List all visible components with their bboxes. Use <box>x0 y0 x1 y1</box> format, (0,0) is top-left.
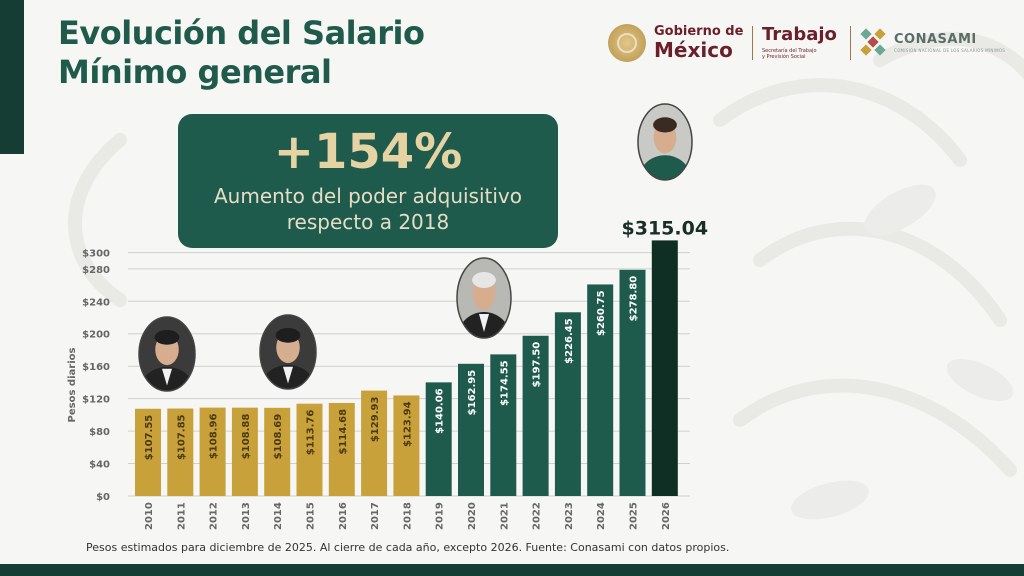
bar-value-label: $260.75 <box>596 290 607 336</box>
bar-2024 <box>587 284 614 496</box>
bar-value-label: $113.76 <box>306 410 317 456</box>
trabajo-logo-title: Trabajo <box>762 24 837 45</box>
trabajo-logo: Trabajo Secretaría del Trabajo y Previsi… <box>762 20 852 66</box>
bar-value-label: $278.80 <box>629 276 640 322</box>
bar-2015 <box>296 403 323 496</box>
bar-value-label: $162.95 <box>467 370 478 416</box>
bar-value-label: $108.96 <box>209 414 220 460</box>
callout-line-2: respecto a 2018 <box>286 210 450 234</box>
title-line-2: Mínimo general <box>58 53 332 91</box>
conasami-logo-title: CONASAMI <box>894 32 977 47</box>
bar-2018 <box>393 395 420 496</box>
bottom-accent-bar <box>0 564 1024 576</box>
y-tick-label: $240 <box>82 297 110 308</box>
bar-value-label: $226.45 <box>564 318 575 364</box>
y-tick-label: $40 <box>89 460 110 471</box>
bar-value-label: $140.06 <box>435 388 446 434</box>
portraits <box>138 103 693 392</box>
y-axis-ticks: $0 $40 $80 $120 $160 $200 $240 $280 $300 <box>82 249 110 503</box>
logo-divider <box>850 26 851 60</box>
conasami-mark-icon <box>860 28 886 56</box>
trabajo-logo-sub-2: y Previsión Social <box>762 54 806 60</box>
bar-value-label-2026: $315.04 <box>622 217 709 239</box>
bar-value-label: $108.88 <box>241 414 252 460</box>
bar-value-label: $107.55 <box>144 415 155 461</box>
gobierno-logo-line-1: Gobierno de <box>654 24 744 39</box>
x-tick-label: 2024 <box>596 502 607 530</box>
x-tick-label: 2020 <box>467 502 478 530</box>
x-tick-label: 2023 <box>564 502 575 530</box>
y-tick-label: $160 <box>82 362 110 373</box>
y-tick-label: $80 <box>89 427 110 438</box>
x-tick-label: 2012 <box>209 502 220 530</box>
x-tick-label: 2016 <box>338 502 349 530</box>
andres-manuel-lopez-obrador-portrait <box>456 257 512 339</box>
trabajo-logo-sub-1: Secretaría del Trabajo <box>762 48 817 54</box>
bar-value-label: $129.93 <box>370 397 381 443</box>
bar-2016 <box>328 402 355 496</box>
x-tick-label: 2017 <box>370 502 381 530</box>
bar-2013 <box>231 407 258 496</box>
claudia-sheinbaum-portrait <box>637 103 693 181</box>
bar-value-label: $108.69 <box>273 414 284 460</box>
gobierno-de-mexico-logo: Gobierno de México <box>604 20 744 66</box>
purchasing-power-callout: +154% Aumento del poder adquisitivo resp… <box>178 114 558 248</box>
y-tick-label: $120 <box>82 395 110 406</box>
page-title: Evolución del Salario Mínimo general <box>58 14 425 92</box>
x-tick-label: 2025 <box>629 502 640 530</box>
conasami-logo-sub: COMISIÓN NACIONAL DE LOS SALARIOS MÍNIMO… <box>894 48 1006 53</box>
bar-2019 <box>425 382 452 496</box>
national-seal-icon <box>608 24 646 62</box>
y-axis-label: Pesos diarios <box>67 348 78 423</box>
x-tick-label: 2011 <box>176 502 187 530</box>
logo-divider <box>752 26 753 60</box>
enrique-pena-nieto-portrait <box>259 314 317 390</box>
x-tick-label: 2014 <box>273 502 284 530</box>
x-tick-label: 2021 <box>499 502 510 530</box>
bar-2020 <box>458 363 484 496</box>
x-tick-label: 2018 <box>402 502 413 530</box>
chart-bars: $107.55 $107.85 $108.96 $108.88 $108.69 $113.… <box>135 217 708 496</box>
bar-value-label: $114.68 <box>338 409 349 455</box>
bar-2012 <box>199 407 226 496</box>
bar-2010 <box>135 408 161 496</box>
bar-2014 <box>264 407 291 496</box>
header-logos: Gobierno de México Trabajo Secretaría de… <box>604 20 1005 66</box>
x-tick-label: 2019 <box>435 502 446 530</box>
felipe-calderon-portrait <box>138 316 196 392</box>
x-axis-ticks: 2010 2011 2012 2013 2014 2015 2016 2017 2018 2019… <box>144 502 672 530</box>
bar-2026 <box>651 240 678 496</box>
bar-2023 <box>554 312 581 496</box>
x-tick-label: 2013 <box>241 502 252 530</box>
x-tick-label: 2015 <box>306 502 317 530</box>
y-tick-label: $0 <box>96 492 110 503</box>
callout-percent: +154% <box>273 124 463 180</box>
y-tick-label: $300 <box>82 249 110 260</box>
bar-2025 <box>619 269 646 496</box>
y-tick-label: $280 <box>82 265 110 276</box>
x-tick-label: 2026 <box>661 502 672 530</box>
bar-value-label: $123.94 <box>402 401 413 447</box>
x-tick-label: 2010 <box>144 502 155 530</box>
bar-2021 <box>490 354 517 496</box>
conasami-logo: CONASAMI COMISIÓN NACIONAL DE LOS SALARI… <box>860 20 1005 66</box>
bar-value-label: $197.50 <box>532 342 543 388</box>
bar-value-label: $107.85 <box>176 414 187 460</box>
bar-2017 <box>361 390 388 496</box>
gobierno-logo-line-2: México <box>654 38 733 62</box>
left-accent-bar <box>0 0 24 154</box>
callout-line-1: Aumento del poder adquisitivo <box>213 184 522 208</box>
title-line-1: Evolución del Salario <box>58 14 425 52</box>
bar-2011 <box>167 408 194 496</box>
bar-2022 <box>522 335 549 496</box>
bar-value-label: $174.55 <box>499 360 510 406</box>
y-tick-label: $200 <box>82 330 110 341</box>
x-tick-label: 2022 <box>532 502 543 530</box>
source-footnote: Pesos estimados para diciembre de 2025. … <box>86 541 730 554</box>
